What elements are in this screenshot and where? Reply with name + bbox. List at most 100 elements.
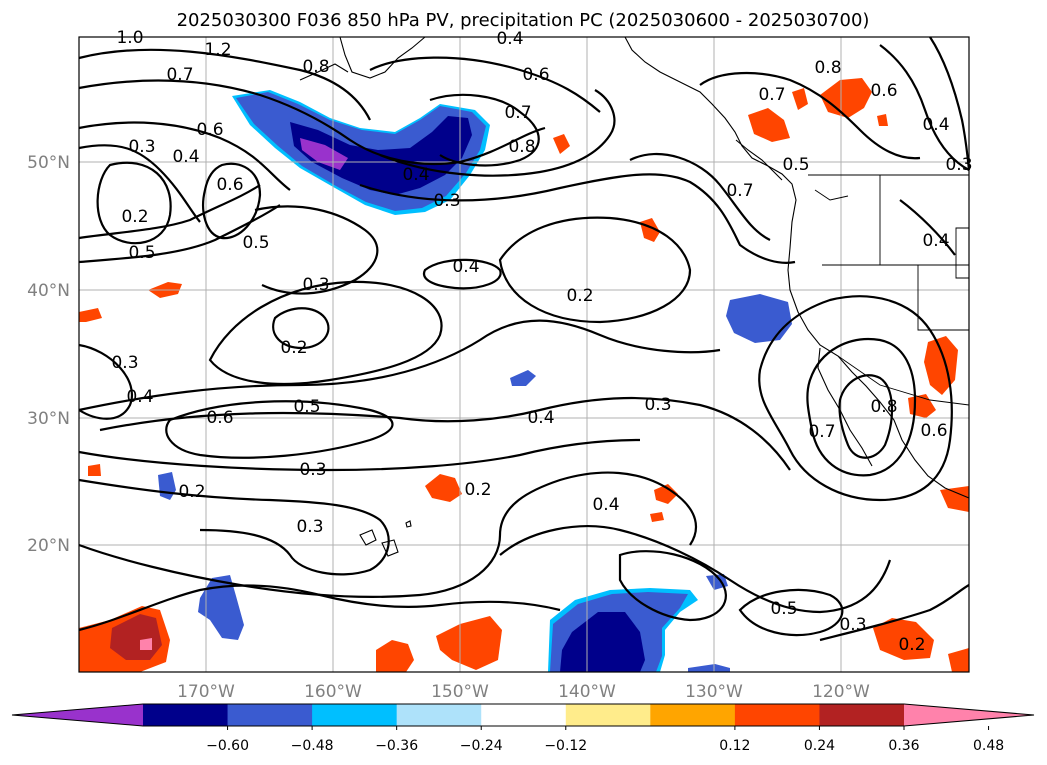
pv-contour [78,48,371,121]
contour-label: 1.0 [116,28,143,48]
colorbar-tick-label: −0.24 [460,738,503,754]
lon-axis: 170°W 160°W 150°W 140°W 130°W 120°W [177,682,870,702]
colorbar-swatch [143,704,229,726]
precip-positive-region [792,88,808,110]
pv-contour [78,478,390,576]
contour-label: 0.2 [280,338,307,358]
pv-contour [806,337,917,477]
lat-label: 50°N [27,153,70,173]
contour-label: 0.3 [111,353,138,373]
colorbar-tick-label: 0.12 [719,738,750,754]
pv-contour [618,550,727,622]
precip-anomaly-shading [79,78,969,672]
precip-positive-region [425,474,462,502]
contour-label: 0.4 [922,115,949,135]
pv-contour [379,89,616,177]
lon-label: 120°W [812,682,870,702]
contour-label: 0.4 [592,495,619,515]
lon-label: 130°W [685,682,743,702]
contour-label: 0.6 [196,120,223,140]
colorbar-swatch [565,704,651,726]
pv-contour [758,295,953,502]
contour-label: 0.5 [293,397,320,417]
contour-label: 0.6 [206,408,233,428]
lat-label: 30°N [27,409,70,429]
pv-contour [99,396,791,471]
pv-contour [838,374,894,459]
pv-contour [78,438,641,472]
precip-positive-region [650,512,664,522]
precip-negative-region [688,664,730,672]
precip-positive-region [654,484,678,504]
contour-label: 0.3 [945,155,972,175]
contour-label: 0.7 [166,65,193,85]
pv-contour [254,205,379,295]
colorbar-extend-low [12,704,143,726]
colorbar-tick-label: −0.48 [291,738,334,754]
map-frame [78,36,970,673]
colorbar-extend-high [904,704,1034,726]
pv-contour [272,307,330,350]
contour-label: 0.6 [920,421,947,441]
precip-positive-region [873,618,934,660]
map-title: 2025030300 F036 850 hPa PV, precipitatio… [177,10,870,31]
precip-positive-region [940,486,969,512]
pv-contour [929,36,971,171]
border-line [837,355,970,406]
contour-label: 0.4 [126,387,153,407]
island [405,520,412,528]
contour-label: 0.4 [172,147,199,167]
island [359,529,377,546]
contour-label: 0.7 [808,422,835,442]
contour-label: 0.2 [566,286,593,306]
contour-label: 0.5 [128,243,155,263]
colorbar-swatch [227,704,313,726]
pv-contour [819,584,970,642]
precip-negative-region [510,370,536,386]
pv-contour [78,584,561,632]
precip-positive-region [436,616,502,670]
contour-label: 0.4 [527,408,554,428]
pv-contour [359,173,796,264]
colorbar-tick-label: −0.12 [544,738,587,754]
pv-contour [165,400,394,459]
colorbar-outline [11,703,1035,727]
colorbar: −0.60 −0.48 −0.36 −0.24 −0.12 0.12 0.24 0.36 0.4… [11,703,1035,754]
pv-contour [738,588,844,637]
contour-label: 0.3 [644,395,671,415]
contour-label: 0.5 [242,233,269,253]
lat-axis: 50°N 40°N 30°N 20°N [27,153,70,556]
colorbar-tick-label: 0.36 [888,738,919,754]
colorbar-swatch [819,704,905,726]
pv-contour [879,44,970,171]
pv-contour [78,121,291,191]
contour-label: 0.3 [299,460,326,480]
contour-label: 0.3 [302,275,329,295]
pv-contour [208,280,443,386]
contour-label: 0.6 [870,81,897,101]
contour-label: 0.8 [814,58,841,78]
pv-contour [899,199,956,256]
contour-label: 0.8 [870,397,897,417]
colorbar-tick-label: −0.36 [375,738,418,754]
contour-label: 0.5 [782,155,809,175]
contour-label: 0.8 [302,57,329,77]
contour-label: 0.2 [898,635,925,655]
map-panel: 1.0 1.2 0.7 0.6 0.3 0.4 0.2 0.5 0.6 0.5 … [78,28,973,673]
contour-labels: 1.0 1.2 0.7 0.6 0.3 0.4 0.2 0.5 0.6 0.5 … [111,28,972,655]
contour-label: 0.7 [726,181,753,201]
border-line [814,189,849,201]
coastline [339,36,426,79]
lon-label: 150°W [431,682,489,702]
colorbar-swatch [734,704,820,726]
contour-label: 0.2 [464,480,491,500]
precip-positive-region [140,638,152,650]
colorbar-swatch [481,704,567,726]
colorbar-swatch [396,704,482,726]
pv-contour [78,184,261,240]
gridlines [79,37,969,672]
pv-contour [629,152,771,241]
pv-contour [499,525,892,614]
pv-contour [202,162,262,240]
